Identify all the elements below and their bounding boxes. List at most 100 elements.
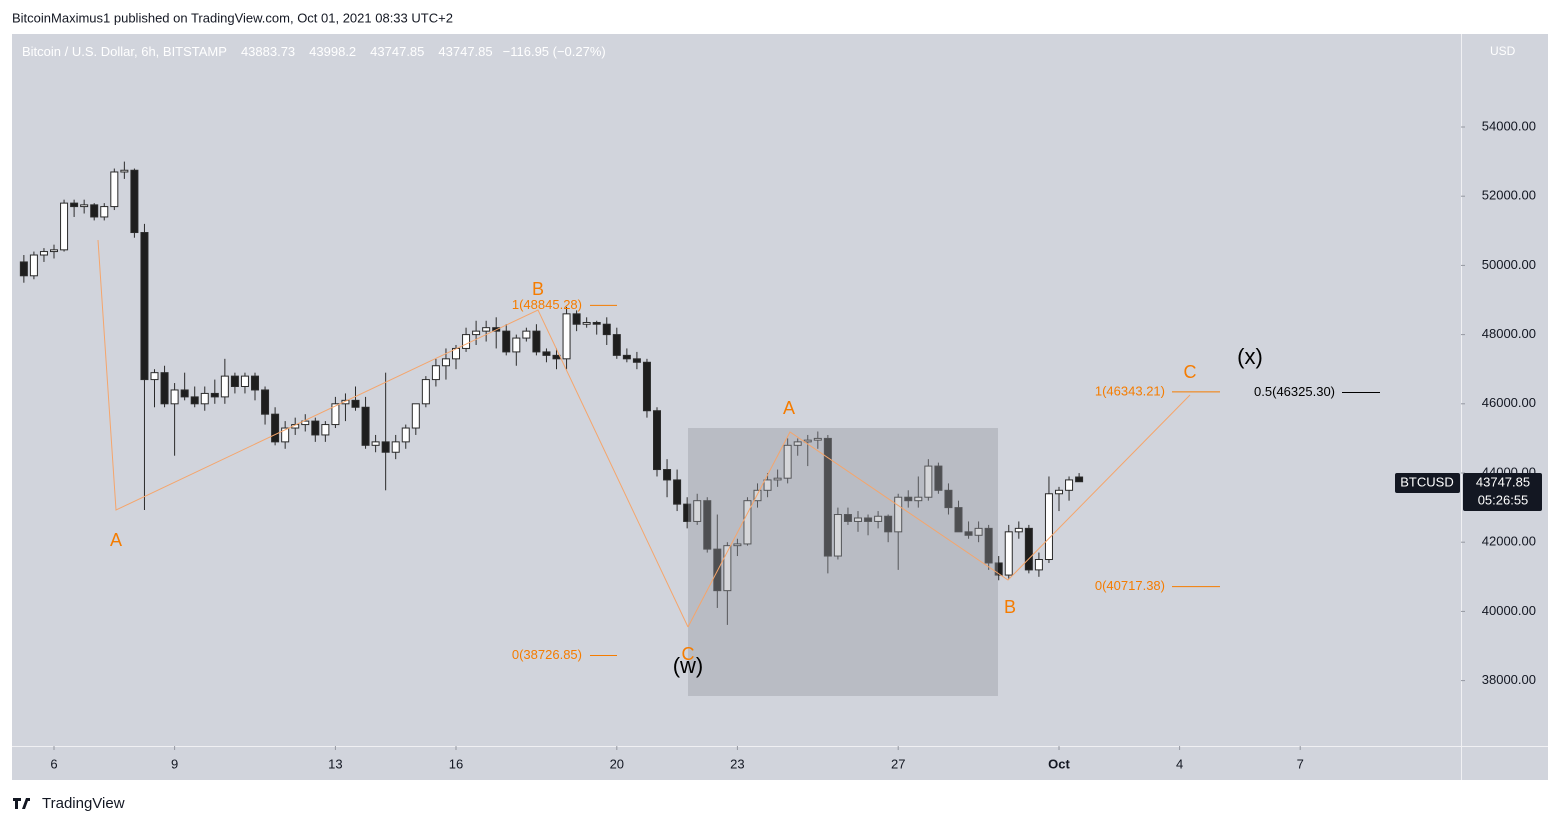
fib-label: 0(38726.85) — [512, 647, 582, 662]
fib-label: 1(48845.28) — [512, 297, 582, 312]
candle-body — [462, 334, 471, 349]
candle-body — [582, 321, 591, 325]
candle-body — [693, 500, 702, 522]
fib-label: 1(46343.21) — [1095, 383, 1165, 398]
candle-body — [934, 465, 943, 491]
x-tick-label: 16 — [449, 756, 463, 771]
plot-area — [19, 126, 1465, 750]
y-tick-label: 54000.00 — [1482, 118, 1536, 133]
candle-body — [60, 202, 69, 251]
candle-body — [773, 477, 782, 481]
symbol-badge-text: BTCUSD — [1400, 474, 1453, 489]
candle-body — [864, 517, 873, 522]
symbol-badge — [1395, 473, 1460, 493]
candle-body — [673, 479, 682, 505]
change-value: −116.95 (−0.27%) — [503, 44, 606, 59]
candle-body — [1075, 476, 1084, 483]
symbol-title: Bitcoin / U.S. Dollar, 6h, BITSTAMP — [22, 44, 227, 59]
candle-body — [150, 372, 159, 381]
candle-body — [964, 531, 973, 536]
candle-body — [220, 375, 229, 398]
candle-body — [552, 354, 561, 360]
candle-body — [833, 514, 842, 557]
candle-body — [240, 375, 249, 388]
y-tick-label: 46000.00 — [1482, 395, 1536, 410]
wave-label: (x) — [1237, 344, 1263, 369]
candle-body — [401, 427, 410, 443]
fib-label: 0(40717.38) — [1095, 578, 1165, 593]
candle-body — [763, 479, 772, 491]
y-tick-label: 48000.00 — [1482, 326, 1536, 341]
candle-body — [904, 496, 913, 502]
wave-line — [97, 239, 689, 628]
candle-body — [301, 420, 310, 426]
candle-body — [743, 500, 752, 545]
wave-label: B — [532, 279, 544, 299]
wave-line — [687, 394, 1191, 628]
candle-body — [321, 424, 330, 436]
wave-label: A — [110, 530, 122, 550]
y-tick-label: 38000.00 — [1482, 672, 1536, 687]
candle-body — [70, 202, 79, 208]
candle-body — [683, 503, 692, 522]
candle-body — [793, 441, 802, 446]
candle-body — [200, 392, 209, 405]
last-price: 43747.85 — [1476, 474, 1530, 489]
candle-body — [100, 206, 109, 218]
candle-body — [874, 515, 883, 522]
footer-brand: TradingView — [42, 795, 125, 812]
candle-body — [130, 169, 139, 234]
y-tick-label: 40000.00 — [1482, 603, 1536, 618]
wave-label: (w) — [673, 653, 704, 678]
candle-body — [311, 420, 320, 436]
overlay: 1(48845.28) 0(38726.85) 1(46343.21) 0(40717… — [110, 279, 1380, 678]
candle-body — [703, 500, 712, 550]
candle-body — [120, 169, 129, 173]
candle-body — [532, 330, 541, 353]
candle-body — [80, 204, 89, 208]
ohlc-value: 43747.85 — [370, 44, 424, 59]
candle-body — [1065, 479, 1074, 491]
price-badge — [1463, 473, 1542, 511]
wave-label: A — [783, 398, 795, 418]
candle-body — [984, 527, 993, 564]
candle-body — [1044, 493, 1053, 561]
wave-label: C — [1184, 362, 1197, 382]
x-tick-label: 7 — [1297, 756, 1304, 771]
currency-label: USD — [1490, 44, 1516, 58]
wave-label: B — [1004, 597, 1016, 617]
candle-body — [472, 330, 481, 336]
candle-body — [562, 313, 571, 360]
candle-body — [783, 444, 792, 479]
candle-body — [592, 321, 601, 325]
x-tick-label: 4 — [1176, 756, 1183, 771]
y-tick-label: 42000.00 — [1482, 534, 1536, 549]
candle-body — [331, 403, 340, 426]
candle-body — [1014, 527, 1023, 533]
x-tick-label: Oct — [1048, 756, 1070, 771]
wave-label: C — [682, 644, 695, 664]
candle-body — [954, 507, 963, 533]
publisher-line: BitcoinMaximus1 published on TradingView… — [12, 10, 453, 25]
candle-body — [663, 469, 672, 481]
candle-body — [522, 330, 531, 339]
candle-body — [50, 249, 59, 253]
y-tick-label: 52000.00 — [1482, 188, 1536, 203]
candle-body — [632, 358, 641, 363]
y-tick-label: 50000.00 — [1482, 257, 1536, 272]
candle-body — [160, 372, 169, 405]
ohlc-value: 43998.2 — [309, 44, 356, 59]
x-tick-label: 6 — [50, 756, 57, 771]
candle-body — [813, 437, 822, 441]
candle-body — [431, 365, 440, 381]
candle-body — [653, 410, 662, 471]
candle-body — [1034, 559, 1043, 571]
candle-body — [542, 351, 551, 356]
candle-body — [180, 389, 189, 398]
x-tick-label: 13 — [328, 756, 342, 771]
candle-body — [391, 441, 400, 453]
candle-body — [1004, 531, 1013, 576]
candle-body — [823, 437, 832, 557]
candle-body — [512, 337, 521, 353]
